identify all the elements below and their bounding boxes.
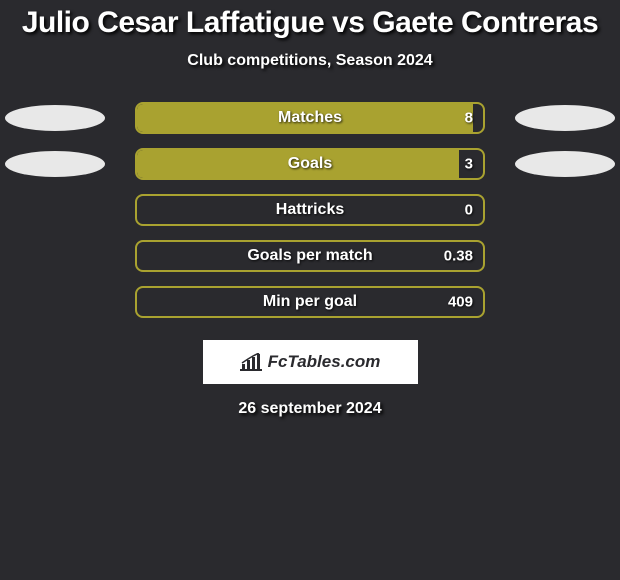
stat-bar: Matches 8: [135, 102, 485, 134]
stat-row: Goals 3: [0, 148, 620, 180]
stat-value: 8: [465, 110, 473, 127]
stat-label: Goals per match: [247, 247, 372, 265]
logo-text: FcTables.com: [268, 352, 381, 372]
stat-bar: Goals per match 0.38: [135, 240, 485, 272]
right-ellipse: [515, 197, 615, 223]
subtitle: Club competitions, Season 2024: [187, 52, 432, 70]
stat-label: Matches: [278, 109, 342, 127]
stat-value: 3: [465, 156, 473, 173]
date-label: 26 september 2024: [238, 400, 381, 418]
right-ellipse: [515, 243, 615, 269]
left-ellipse: [5, 243, 105, 269]
right-ellipse: [515, 151, 615, 177]
left-ellipse: [5, 289, 105, 315]
chart-icon: [240, 353, 262, 371]
right-ellipse: [515, 105, 615, 131]
left-ellipse: [5, 105, 105, 131]
page-title: Julio Cesar Laffatigue vs Gaete Contrera…: [22, 6, 598, 40]
stat-row: Matches 8: [0, 102, 620, 134]
stat-label: Hattricks: [276, 201, 344, 219]
stat-bar: Hattricks 0: [135, 194, 485, 226]
stat-value: 0.38: [444, 248, 473, 265]
stat-label: Goals: [288, 155, 332, 173]
stat-bar: Goals 3: [135, 148, 485, 180]
right-ellipse: [515, 289, 615, 315]
stat-row: Min per goal 409: [0, 286, 620, 318]
stat-value: 0: [465, 202, 473, 219]
comparison-infographic: Julio Cesar Laffatigue vs Gaete Contrera…: [0, 0, 620, 580]
stats-list: Matches 8 Goals 3 Hattricks 0 Goals per match 0…: [0, 102, 620, 318]
left-ellipse: [5, 197, 105, 223]
stat-row: Goals per match 0.38: [0, 240, 620, 272]
stat-label: Min per goal: [263, 293, 357, 311]
stat-row: Hattricks 0: [0, 194, 620, 226]
logo-box: FcTables.com: [203, 340, 418, 384]
left-ellipse: [5, 151, 105, 177]
stat-value: 409: [448, 294, 473, 311]
stat-bar: Min per goal 409: [135, 286, 485, 318]
